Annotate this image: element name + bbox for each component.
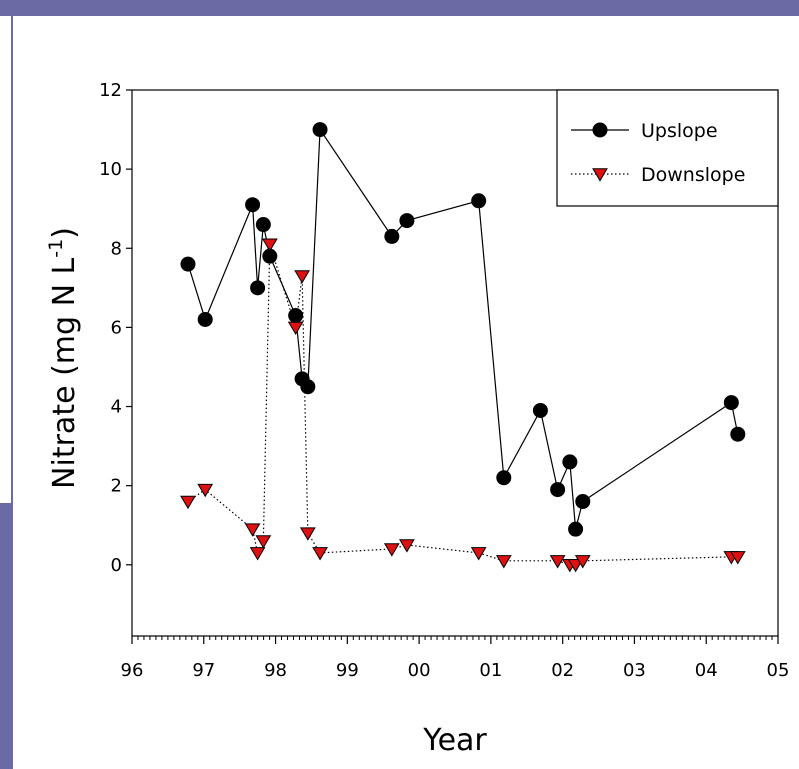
downslope-point <box>180 495 196 510</box>
x-tick-label: 04 <box>695 660 718 681</box>
y-tick-label: 2 <box>111 476 122 497</box>
plot-frame <box>131 89 779 637</box>
upslope-point <box>180 256 196 272</box>
upslope-point <box>568 521 584 537</box>
upslope-point <box>288 308 304 324</box>
upslope-point <box>312 122 328 138</box>
y-axis-title-superscript: -1 <box>45 239 67 258</box>
downslope-point <box>294 270 310 284</box>
legend-label-downslope: Downslope <box>641 164 745 186</box>
upslope-point <box>262 248 278 264</box>
y-tick-label: 0 <box>111 555 122 576</box>
left-frame-block <box>0 503 11 769</box>
x-tick-label: 01 <box>479 660 502 681</box>
x-tick-label: 98 <box>264 660 287 681</box>
top-frame-band <box>0 0 799 16</box>
downslope-point <box>255 535 272 549</box>
upslope-point <box>496 470 512 486</box>
y-tick-label: 12 <box>99 80 122 101</box>
upslope-point <box>300 379 316 395</box>
x-tick-label: 96 <box>121 660 144 681</box>
downslope-point <box>470 547 487 561</box>
upslope-point <box>730 426 746 442</box>
y-axis-title-close: ) <box>47 227 82 239</box>
left-frame-rule <box>11 16 13 769</box>
series-markers <box>180 122 746 573</box>
x-tick-label: 02 <box>551 660 574 681</box>
upslope-point <box>471 193 487 209</box>
x-axis-ticks: 96 97 98 99 00 01 02 03 04 05 <box>121 636 790 681</box>
upslope-point <box>197 311 213 327</box>
downslope-point <box>729 551 746 565</box>
y-tick-label: 6 <box>111 317 122 338</box>
upslope-point <box>550 482 566 498</box>
legend-box <box>556 89 779 207</box>
x-tick-label: 03 <box>623 660 646 681</box>
x-tick-label: 05 <box>767 660 790 681</box>
upslope-point <box>250 280 266 296</box>
downslope-line <box>187 244 738 566</box>
legend-marker-upslope <box>592 122 608 138</box>
y-axis-title: Nitrate (mg N L-1) <box>45 227 82 489</box>
x-axis-title: Year <box>422 723 487 758</box>
y-tick-label: 8 <box>111 238 122 259</box>
upslope-point <box>255 217 271 233</box>
downslope-point <box>197 483 214 498</box>
downslope-point <box>312 547 328 561</box>
y-axis-ticks: 0 2 4 6 8 10 12 <box>99 80 132 576</box>
legend: Upslope Downslope <box>556 89 779 207</box>
downslope-point <box>549 555 566 569</box>
y-tick-label: 4 <box>111 397 122 418</box>
upslope-point <box>245 197 261 213</box>
downslope-point <box>567 559 584 573</box>
downslope-point <box>244 523 261 537</box>
downslope-point <box>249 547 266 561</box>
x-tick-label: 00 <box>408 660 431 681</box>
downslope-point <box>287 321 304 336</box>
upslope-point <box>399 213 415 229</box>
x-tick-label: 99 <box>336 660 359 681</box>
upslope-point <box>562 454 578 470</box>
legend-marker-downslope <box>592 168 608 182</box>
upslope-point <box>384 228 400 244</box>
downslope-point <box>399 539 415 553</box>
upslope-point <box>723 395 739 411</box>
downslope-point <box>495 555 512 569</box>
legend-label-upslope: Upslope <box>641 120 718 142</box>
downslope-point <box>299 527 316 541</box>
x-tick-label: 97 <box>192 660 215 681</box>
downslope-point <box>383 543 400 557</box>
downslope-point <box>261 238 278 252</box>
upslope-point <box>575 493 591 509</box>
downslope-point <box>574 555 591 569</box>
upslope-point <box>532 402 548 418</box>
y-tick-label: 10 <box>99 159 122 180</box>
y-axis-title-main: Nitrate (mg N L <box>47 257 82 488</box>
